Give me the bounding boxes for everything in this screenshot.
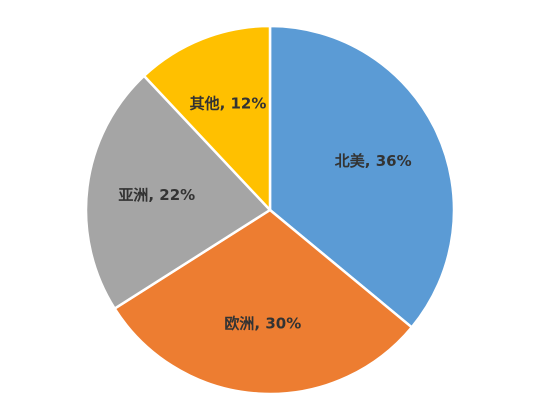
pie-slice-label-1: 欧洲, 30% [224,314,301,332]
pie-slice-label-3: 其他, 12% [190,94,267,112]
pie-slice-label-0: 北美, 36% [335,152,412,170]
slices-layer [86,26,454,394]
pie-slice-label-2: 亚洲, 22% [118,186,195,204]
